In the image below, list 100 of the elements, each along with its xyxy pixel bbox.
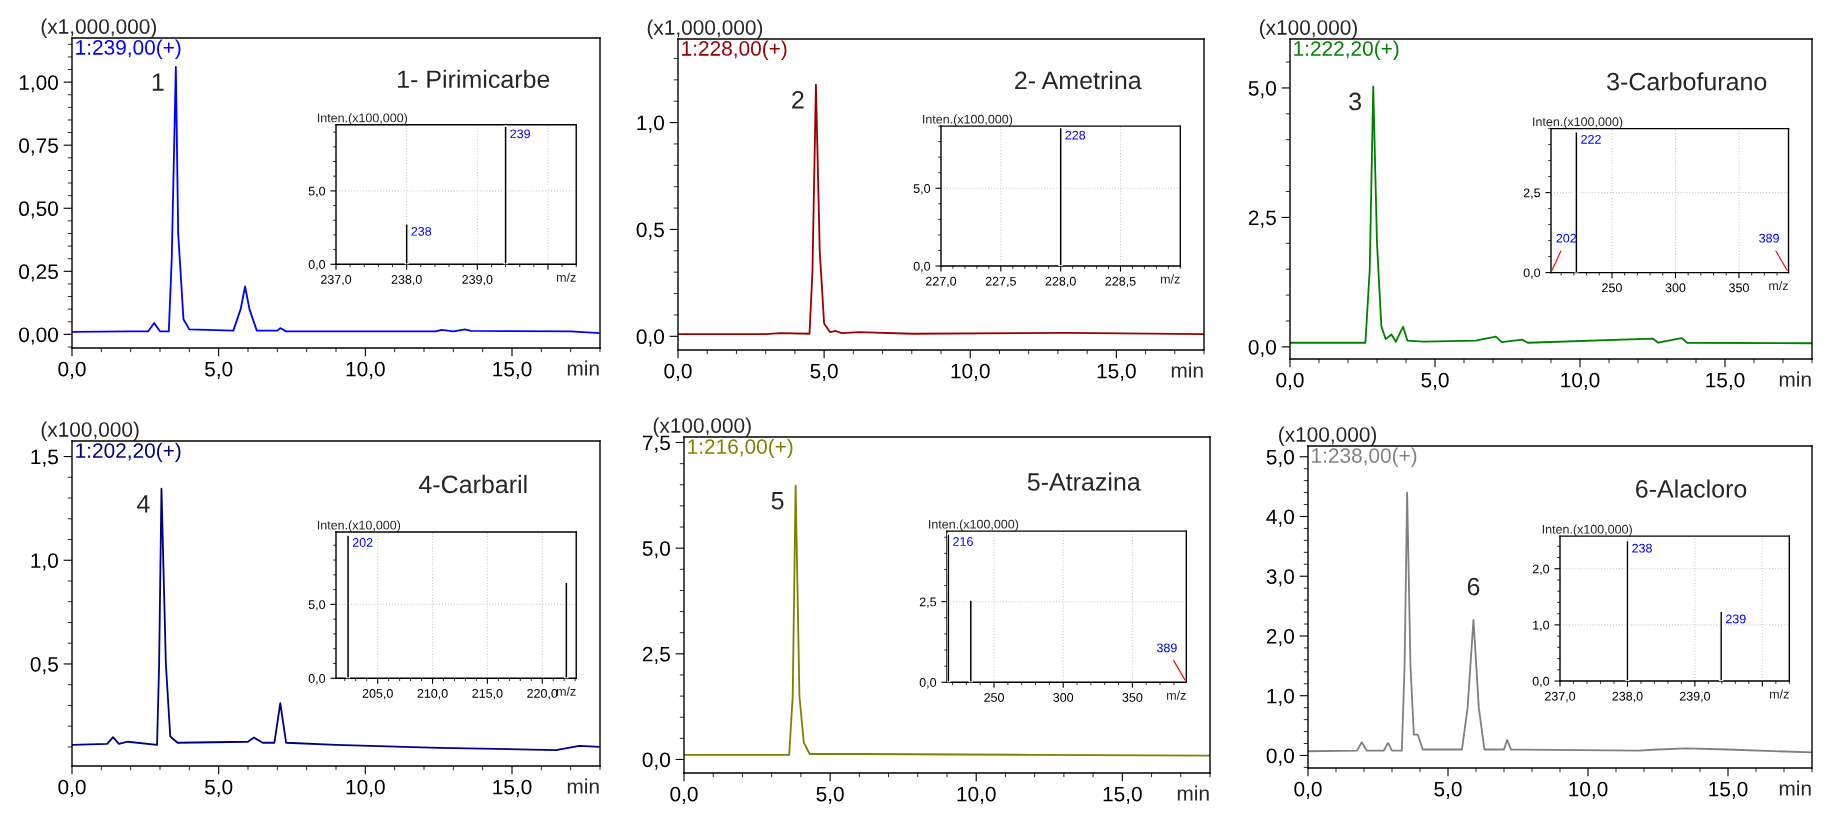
x-tick-label: 220,0 <box>527 689 558 700</box>
x-axis-title: m/z <box>1161 274 1180 284</box>
y-tick-label: 0,5 <box>30 656 58 675</box>
y-axis-title: (x1,000,000) <box>41 18 156 38</box>
x-tick-label: 237,0 <box>1544 691 1576 703</box>
y-tick-label: 0,0 <box>1248 339 1276 358</box>
annotation: 202 <box>352 538 373 547</box>
x-tick-label: 15,0 <box>1103 786 1142 804</box>
x-tick-label: 205,0 <box>362 689 393 700</box>
y-tick-label: 0,50 <box>19 201 58 219</box>
series-label: 1:228,00(+) <box>682 40 787 60</box>
x-axis-title: min <box>1779 780 1811 796</box>
annotation: 389 <box>1156 643 1177 653</box>
y-axis-title: Inten.(x10,000) <box>317 520 401 532</box>
y-tick-label: 0,0 <box>919 678 937 689</box>
y-tick-label: 2,5 <box>642 646 670 665</box>
annotation: 1 <box>152 73 164 91</box>
y-tick-label: 5,0 <box>1266 449 1294 467</box>
annotation: 6 <box>1467 577 1480 596</box>
x-tick-label: 15,0 <box>1097 363 1136 381</box>
x-axis-title: min <box>567 360 599 376</box>
series-label: 1:216,00(+) <box>688 438 793 459</box>
y-axis-title: Inten.(x100,000) <box>1533 116 1623 129</box>
y-tick-label: 0,75 <box>19 138 58 156</box>
y-tick-label: 1,0 <box>1267 688 1294 706</box>
y-tick-label: 2,5 <box>919 597 937 608</box>
x-tick-label: 350 <box>1122 693 1143 702</box>
x-tick-label: 227,0 <box>925 276 957 288</box>
x-tick-label: 300 <box>1053 693 1074 702</box>
y-tick-label: 0,0 <box>642 752 670 770</box>
x-tick-label: 5,0 <box>1421 372 1449 390</box>
y-tick-label: 3,0 <box>1266 569 1294 587</box>
x-tick-label: 250 <box>984 693 1004 702</box>
annotation: 238 <box>1632 543 1652 553</box>
x-tick-label: 0,0 <box>58 779 86 797</box>
x-tick-label: 5,0 <box>816 786 844 804</box>
y-tick-label: 2,5 <box>1248 210 1276 228</box>
y-tick-label: 7,5 <box>642 435 670 453</box>
series-label: 1:222,20(+) <box>1294 40 1399 61</box>
y-tick-label: 4,0 <box>1266 509 1294 527</box>
y-tick-label: 2,0 <box>1266 628 1294 647</box>
y-axis-title: (x100,000) <box>1279 426 1377 446</box>
x-axis-title: min <box>1779 371 1811 387</box>
y-tick-label: 0,0 <box>1266 748 1294 766</box>
y-axis-title: (x1,000,000) <box>647 19 763 39</box>
x-tick-label: 228,5 <box>1105 276 1136 288</box>
y-tick-label: 5,0 <box>308 186 326 198</box>
y-axis-title: Inten.(x100,000) <box>923 114 1013 127</box>
x-tick-label: 0,0 <box>664 363 692 381</box>
series-label: 1:239,00(+) <box>76 39 181 59</box>
text: 6-Alacloro <box>1636 479 1747 498</box>
y-tick-label: 1,5 <box>31 449 58 467</box>
x-axis-title: min <box>1171 362 1203 378</box>
x-tick-label: 10,0 <box>1561 372 1600 390</box>
annotation: 5 <box>771 492 784 510</box>
x-tick-label: 215,0 <box>472 689 503 700</box>
x-tick-label: 15,0 <box>493 361 532 379</box>
x-tick-label: 5,0 <box>1434 781 1462 799</box>
x-tick-label: 238,0 <box>391 275 422 286</box>
text: 5-Atrazina <box>1027 472 1141 491</box>
x-axis-title: min <box>567 778 599 794</box>
x-axis-title: m/z <box>556 686 576 696</box>
text: 2- Ametrina <box>1015 70 1142 90</box>
y-axis-title: (x100,000) <box>1259 19 1357 39</box>
x-tick-label: 300 <box>1665 283 1686 293</box>
x-tick-label: 0,0 <box>1294 781 1322 799</box>
y-tick-label: 0,0 <box>308 674 326 685</box>
y-tick-label: 5,0 <box>308 600 326 611</box>
y-tick-label: 0,00 <box>19 327 58 345</box>
annotation: 2 <box>792 90 804 109</box>
x-tick-label: 238,0 <box>1612 691 1643 703</box>
y-tick-label: 1,0 <box>637 115 664 133</box>
annotation: 239 <box>1725 614 1746 624</box>
x-tick-label: 0,0 <box>58 361 86 379</box>
x-tick-label: 15,0 <box>493 779 532 797</box>
y-tick-label: 5,0 <box>642 541 670 559</box>
x-tick-label: 239,0 <box>462 275 493 286</box>
y-axis-title: (x100,000) <box>653 417 751 437</box>
y-tick-label: 0,0 <box>913 261 931 273</box>
annotation: 216 <box>953 537 973 546</box>
x-tick-label: 5,0 <box>205 361 233 379</box>
annotation: 4 <box>137 495 150 513</box>
y-tick-label: 0,0 <box>308 260 326 271</box>
text: 3-Carbofurano <box>1607 72 1767 91</box>
y-axis-title: Inten.(x100,000) <box>929 519 1019 532</box>
text: 4-Carbaril <box>418 474 527 494</box>
series-label: 1:202,20(+) <box>76 442 181 463</box>
y-tick-label: 0,25 <box>19 264 58 282</box>
x-axis-title: m/z <box>1769 280 1788 291</box>
annotation: 389 <box>1759 233 1779 243</box>
y-axis-title: Inten.(x100,000) <box>317 113 408 125</box>
x-tick-label: 228,0 <box>1045 276 1076 288</box>
annotation: 239 <box>510 129 531 139</box>
annotation: 228 <box>1065 130 1086 140</box>
y-tick-label: 2,5 <box>1523 188 1541 199</box>
x-tick-label: 10,0 <box>346 361 385 379</box>
y-tick-label: 0,5 <box>636 222 664 240</box>
x-tick-label: 10,0 <box>1569 781 1608 799</box>
line-series <box>72 66 600 335</box>
x-axis-title: min <box>1177 785 1209 801</box>
